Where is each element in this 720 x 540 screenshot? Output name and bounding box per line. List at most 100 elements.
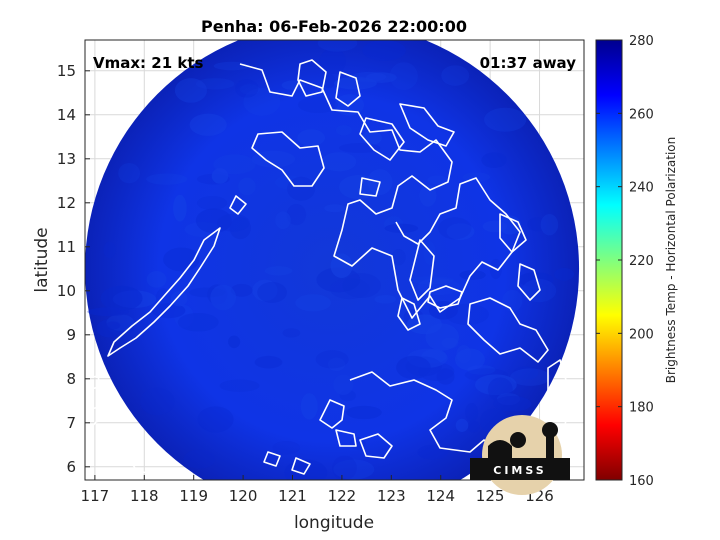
texture-patch — [510, 368, 551, 386]
colorbar-ticks: 160 180 200 220 240 260 280 — [596, 34, 654, 489]
texture-patch — [230, 283, 253, 297]
texture-patch — [183, 449, 216, 469]
texture-patch — [239, 84, 260, 95]
texture-patch — [417, 444, 449, 460]
texture-patch — [351, 71, 387, 82]
texture-patch — [103, 241, 116, 259]
texture-patch — [406, 314, 442, 335]
colorbar-tick-label: 240 — [629, 181, 654, 196]
texture-patch — [456, 344, 472, 364]
texture-patch — [329, 277, 370, 300]
texture-patch — [540, 213, 559, 236]
texture-patch — [365, 72, 397, 83]
x-tick-label: 124 — [426, 487, 455, 505]
x-tick-label: 120 — [229, 487, 258, 505]
texture-patch — [518, 272, 554, 288]
texture-patch — [396, 355, 431, 380]
texture-patch — [445, 303, 489, 325]
texture-patch — [173, 194, 187, 222]
y-tick-label: 7 — [66, 414, 76, 432]
texture-patch — [317, 40, 358, 52]
y-tick-label: 13 — [57, 150, 76, 168]
texture-patch — [438, 217, 472, 240]
texture-patch — [527, 217, 547, 232]
texture-patch — [189, 287, 226, 298]
texture-patch — [251, 150, 296, 168]
texture-patch — [332, 455, 357, 480]
texture-patch — [496, 393, 521, 406]
swath-texture — [87, 40, 575, 480]
texture-patch — [464, 368, 509, 382]
texture-patch — [118, 162, 141, 184]
colorbar: 160 180 200 220 240 260 280 Brightness Temp - … — [595, 34, 678, 489]
chart-title: Penha: 06-Feb-2026 22:00:00 — [201, 17, 467, 36]
texture-patch — [389, 62, 418, 91]
texture-patch — [297, 129, 326, 147]
texture-patch — [405, 356, 442, 377]
y-tick-label: 6 — [66, 458, 76, 476]
texture-patch — [100, 285, 143, 311]
texture-patch — [257, 281, 287, 303]
texture-patch — [213, 154, 256, 175]
texture-patch — [339, 389, 356, 402]
texture-patch — [315, 350, 349, 369]
texture-patch — [170, 291, 188, 307]
texture-patch — [342, 273, 381, 298]
texture-patch — [295, 294, 332, 312]
texture-patch — [482, 220, 508, 233]
texture-patch — [197, 406, 234, 433]
texture-patch — [151, 303, 186, 319]
texture-patch — [254, 355, 283, 369]
texture-patch — [216, 213, 250, 232]
texture-patch — [330, 253, 353, 278]
x-tick-label: 123 — [377, 487, 406, 505]
texture-patch — [467, 365, 496, 375]
texture-patch — [361, 130, 382, 145]
texture-patch — [252, 279, 278, 302]
texture-patch — [195, 78, 235, 90]
texture-patch — [339, 142, 381, 153]
texture-patch — [418, 362, 455, 382]
texture-patch — [264, 266, 293, 276]
texture-patch — [105, 321, 121, 330]
x-tick-label: 118 — [130, 487, 159, 505]
texture-patch — [195, 208, 232, 234]
texture-patch — [465, 403, 479, 422]
texture-patch — [481, 152, 507, 168]
texture-patch — [362, 40, 406, 61]
texture-patch — [484, 107, 527, 132]
y-tick-label: 10 — [57, 282, 76, 300]
texture-patch — [322, 73, 336, 89]
coastlines — [85, 59, 567, 479]
texture-patch — [324, 204, 346, 213]
texture-patch — [275, 211, 291, 230]
texture-patch — [425, 323, 459, 351]
texture-patch — [112, 290, 157, 308]
texture-patch — [321, 152, 357, 172]
x-tick-label: 122 — [328, 487, 357, 505]
distance-annotation: 01:37 away — [480, 54, 577, 72]
x-tick-label: 121 — [278, 487, 307, 505]
texture-patch — [286, 203, 307, 226]
y-tick-label: 8 — [66, 370, 76, 388]
texture-patch — [327, 357, 346, 372]
texture-patch — [106, 314, 135, 331]
texture-patch — [272, 440, 301, 455]
y-tick-label: 15 — [57, 62, 76, 80]
texture-patch — [513, 366, 539, 380]
texture-patch — [436, 368, 455, 385]
texture-patch — [454, 348, 485, 371]
y-tick-label: 14 — [57, 106, 76, 124]
y-tick-label: 9 — [66, 326, 76, 344]
y-tick-label: 11 — [57, 238, 76, 256]
colorbar-tick-label: 160 — [629, 474, 654, 489]
texture-patch — [339, 174, 379, 200]
texture-patch — [207, 284, 228, 305]
x-tick-label: 117 — [81, 487, 110, 505]
texture-patch — [374, 295, 397, 304]
texture-patch — [177, 312, 219, 332]
texture-patch — [384, 223, 419, 233]
texture-patch — [346, 405, 382, 420]
vmax-annotation: Vmax: 21 kts — [93, 54, 203, 72]
colorbar-tick-label: 220 — [629, 254, 654, 269]
